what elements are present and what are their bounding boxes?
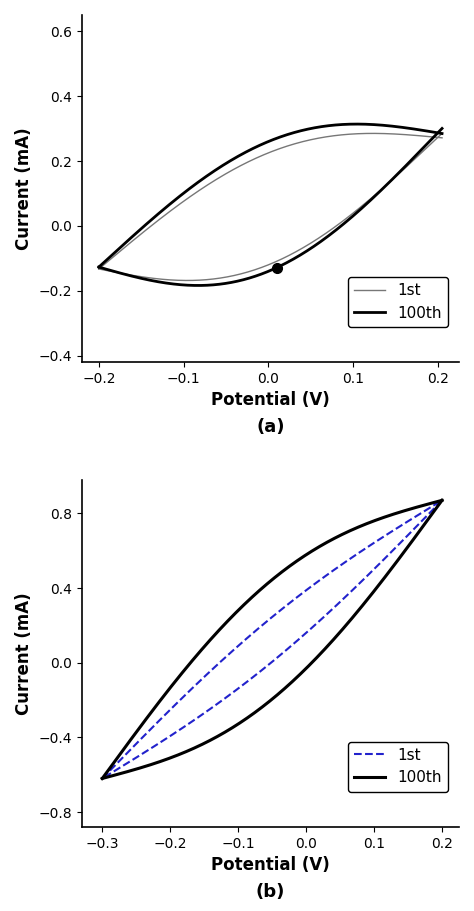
Text: (a): (a) bbox=[256, 418, 285, 435]
X-axis label: Potential (V): Potential (V) bbox=[211, 856, 330, 875]
Legend: 1st, 100th: 1st, 100th bbox=[348, 277, 447, 327]
Y-axis label: Current (mA): Current (mA) bbox=[15, 592, 33, 715]
Text: (b): (b) bbox=[256, 883, 285, 901]
Legend: 1st, 100th: 1st, 100th bbox=[348, 742, 447, 792]
Y-axis label: Current (mA): Current (mA) bbox=[15, 128, 33, 250]
X-axis label: Potential (V): Potential (V) bbox=[211, 392, 330, 409]
